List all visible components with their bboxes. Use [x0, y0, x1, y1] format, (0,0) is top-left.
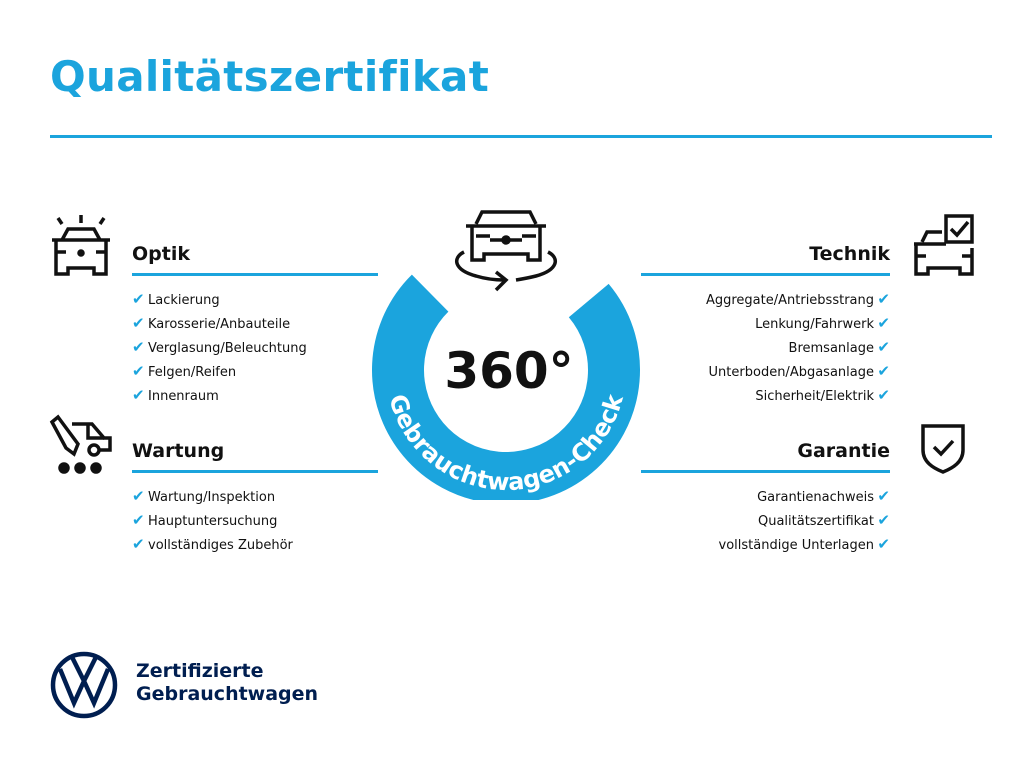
car-lights-icon: [52, 215, 110, 276]
list-item: ✔ Verglasung/Beleuchtung: [132, 338, 307, 356]
list-item: ✔ Felgen/Reifen: [132, 362, 237, 380]
list-item: Aggregate/Antriebsstrang ✔: [705, 290, 890, 308]
check-icon: ✔: [877, 338, 890, 356]
section-heading: Wartung: [132, 440, 225, 462]
section-divider: [132, 273, 378, 276]
section-divider: [641, 273, 890, 276]
section-wartung: Wartung ✔ Wartung/Inspektion ✔ Hauptunters…: [132, 440, 378, 559]
car-rotate-icon: [454, 210, 558, 292]
check-icon: ✔: [877, 535, 890, 553]
list-item: Lenkung/Fahrwerk ✔: [755, 314, 890, 332]
check-icon: ✔: [132, 511, 145, 529]
title-divider: [50, 135, 992, 138]
section-garantie: Garantie Garantienachweis ✔ Qualitätszert…: [641, 440, 890, 559]
list-item: Qualitätszertifikat ✔: [757, 511, 890, 529]
list-item: Garantienachweis ✔: [757, 487, 890, 505]
check-icon: ✔: [877, 386, 890, 404]
list-item: Unterboden/Abgasanlage ✔: [708, 362, 890, 380]
check-icon: ✔: [877, 487, 890, 505]
list-item: ✔ Hauptuntersuchung: [132, 511, 278, 529]
check-icon: ✔: [132, 487, 145, 505]
shield-check-icon: [921, 424, 965, 474]
ring: [372, 236, 640, 500]
list-item: ✔ vollständiges Zubehör: [132, 535, 293, 553]
section-divider: [641, 470, 890, 473]
section-technik: Technik Aggregate/Antriebsstrang ✔ Lenkun…: [641, 243, 890, 410]
check-icon: ✔: [877, 511, 890, 529]
check-icon: ✔: [132, 314, 145, 332]
check-icon: ✔: [132, 290, 145, 308]
vw-logo: [50, 651, 118, 719]
check-icon: ✔: [132, 535, 145, 553]
check-icon: ✔: [877, 362, 890, 380]
section-optik: Optik ✔ Lackierung ✔ Karosserie/Anbauteile…: [132, 243, 378, 410]
360-label: 360°: [444, 342, 573, 400]
list-item: vollständige Unterlagen ✔: [718, 535, 890, 553]
list-item: ✔ Innenraum: [132, 386, 219, 404]
page-title: Qualitätszertifikat: [50, 52, 490, 101]
360-check-badge: Gebrauchtwagen-Check 360°: [372, 210, 640, 500]
section-heading: Technik: [809, 243, 890, 265]
car-checkbox-icon: [914, 214, 974, 276]
section-divider: [132, 470, 378, 473]
list-item: ✔ Lackierung: [132, 290, 220, 308]
check-icon: ✔: [132, 338, 145, 356]
list-item: Sicherheit/Elektrik ✔: [755, 386, 890, 404]
check-icon: ✔: [877, 314, 890, 332]
check-icon: ✔: [132, 362, 145, 380]
service-car-icon: [49, 414, 112, 474]
check-icon: ✔: [132, 386, 145, 404]
check-icon: ✔: [877, 290, 890, 308]
list-item: ✔ Wartung/Inspektion: [132, 487, 276, 505]
section-heading: Garantie: [797, 440, 890, 462]
brand-text: Zertifizierte Gebrauchtwagen: [136, 660, 319, 705]
list-item: Bremsanlage ✔: [788, 338, 890, 356]
section-heading: Optik: [132, 243, 190, 265]
list-item: ✔ Karosserie/Anbauteile: [132, 314, 291, 332]
